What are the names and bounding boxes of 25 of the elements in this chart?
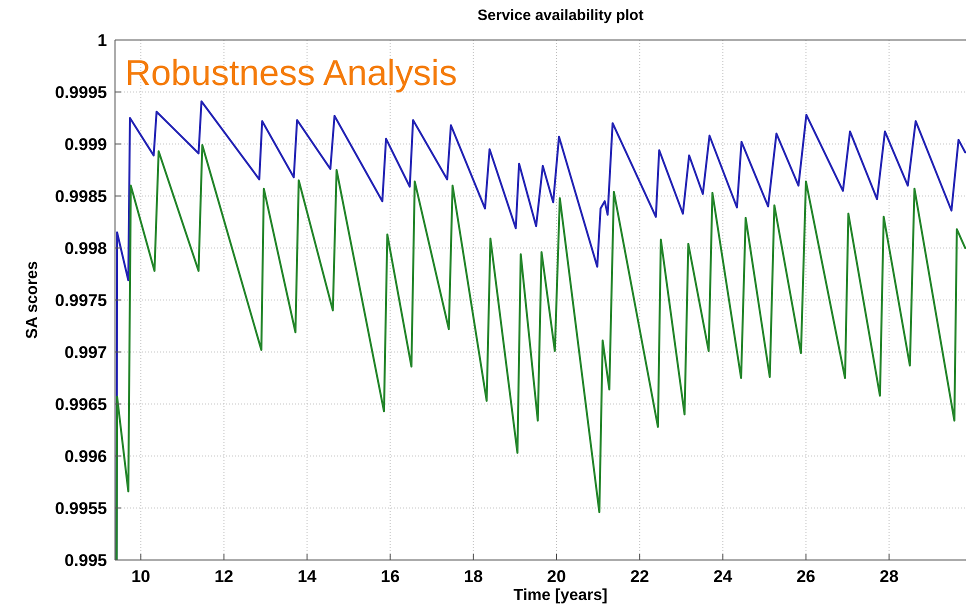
chart-title: Service availability plot bbox=[478, 7, 644, 24]
x-tick-label: 10 bbox=[131, 567, 150, 586]
x-tick-label: 20 bbox=[547, 567, 566, 586]
x-axis-title: Time [years] bbox=[514, 587, 608, 604]
y-tick-label: 0.9955 bbox=[55, 498, 107, 518]
y-tick-label: 0.996 bbox=[64, 446, 107, 466]
x-tick-label: 26 bbox=[796, 567, 816, 586]
y-tick-label: 0.9995 bbox=[55, 82, 107, 102]
x-tick-label: 14 bbox=[298, 567, 318, 586]
x-tick-label: 28 bbox=[880, 567, 899, 586]
y-tick-label: 0.999 bbox=[64, 134, 107, 154]
x-tick-label: 18 bbox=[464, 567, 483, 586]
y-tick-label: 1 bbox=[98, 30, 107, 50]
y-tick-label: 0.9975 bbox=[55, 290, 107, 310]
y-tick-label: 0.998 bbox=[64, 238, 107, 258]
x-tick-label: 22 bbox=[630, 567, 650, 586]
x-tick-label: 24 bbox=[713, 567, 733, 586]
y-tick-label: 0.9985 bbox=[55, 186, 107, 206]
y-tick-label: 0.997 bbox=[64, 342, 107, 362]
x-tick-label: 16 bbox=[380, 567, 400, 586]
y-tick-label: 0.9965 bbox=[55, 394, 107, 414]
x-tick-label: 12 bbox=[214, 567, 234, 586]
y-axis-title: SA scores bbox=[24, 261, 41, 339]
y-tick-label: 0.995 bbox=[64, 550, 107, 570]
annotation: Robustness Analysis bbox=[125, 52, 458, 93]
